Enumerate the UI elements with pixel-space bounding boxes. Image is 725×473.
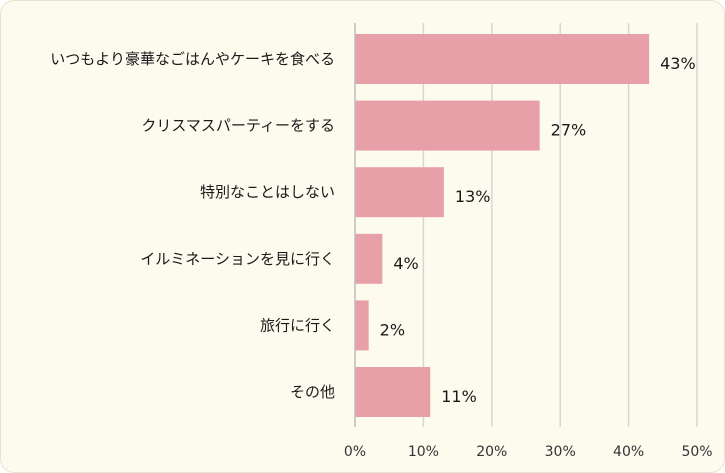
category-label: 旅行に行く (260, 316, 335, 334)
value-label: 11% (441, 387, 477, 406)
value-label: 43% (660, 54, 696, 73)
x-tick-label: 0% (344, 444, 366, 460)
x-tick-label: 20% (476, 444, 507, 460)
category-label: その他 (290, 383, 335, 401)
category-label: イルミネーションを見に行く (140, 250, 335, 268)
value-label: 13% (455, 187, 491, 206)
x-tick-label: 30% (545, 444, 576, 460)
x-tick-label: 50% (681, 444, 712, 460)
category-label: クリスマスパーティーをする (141, 117, 335, 135)
category-label: 特別なことはしない (200, 183, 335, 201)
category-label: いつもより豪華なごはんやケーキを食べる (50, 50, 335, 68)
bar (355, 300, 369, 351)
x-tick-label: 40% (613, 444, 644, 460)
bar (355, 167, 444, 218)
x-tick-label: 10% (408, 444, 439, 460)
bar (355, 34, 650, 84)
bar (355, 233, 383, 284)
value-label: 2% (380, 320, 405, 339)
value-label: 4% (393, 254, 418, 273)
value-label: 27% (551, 121, 587, 140)
bar (355, 100, 540, 151)
bar (355, 367, 431, 417)
